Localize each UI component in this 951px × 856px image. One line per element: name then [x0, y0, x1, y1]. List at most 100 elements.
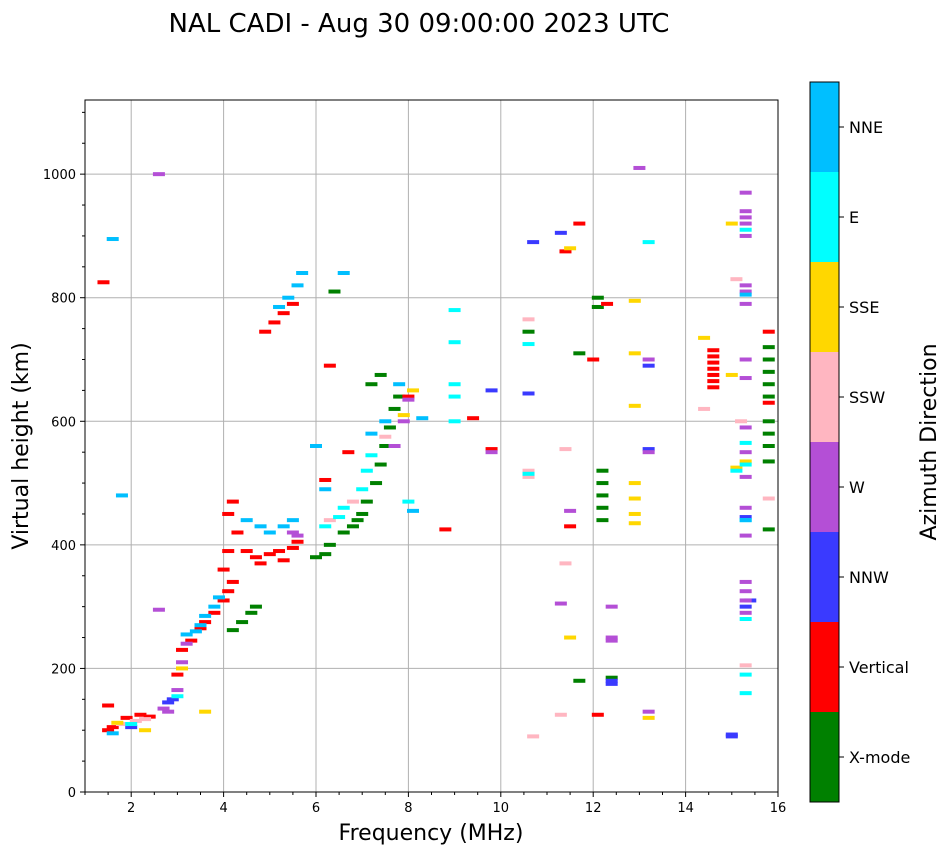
data-point	[730, 277, 743, 282]
data-point	[199, 709, 212, 714]
data-point	[365, 453, 378, 458]
data-point	[739, 610, 752, 615]
data-point	[337, 530, 350, 535]
data-point	[388, 444, 401, 448]
data-point	[199, 620, 212, 625]
data-point	[739, 221, 752, 226]
data-point	[226, 499, 239, 504]
colorbar-label: SSW	[849, 388, 885, 407]
data-point	[762, 329, 775, 334]
data-point	[707, 372, 720, 377]
data-point	[342, 450, 355, 455]
data-point	[762, 382, 775, 387]
data-point	[199, 613, 212, 618]
data-point	[448, 340, 461, 345]
data-point	[407, 388, 420, 393]
data-point	[467, 416, 480, 421]
data-point	[739, 425, 752, 430]
data-point	[102, 703, 115, 708]
data-point	[337, 271, 350, 275]
series-e	[125, 227, 752, 727]
data-point	[360, 499, 373, 504]
colorbar-segment	[810, 262, 839, 352]
data-point	[522, 329, 535, 334]
data-point	[762, 357, 775, 362]
colorbar-frame	[809, 81, 840, 803]
data-point	[559, 561, 572, 566]
colorbar-segment	[810, 622, 839, 712]
data-point	[698, 335, 711, 340]
data-point	[762, 394, 775, 399]
data-point	[254, 524, 267, 529]
data-marks	[97, 165, 775, 739]
data-point	[129, 718, 142, 723]
data-point	[139, 728, 152, 733]
data-point	[102, 728, 115, 733]
data-point	[240, 549, 253, 554]
data-point	[554, 712, 567, 717]
data-point	[226, 628, 239, 633]
data-point	[642, 715, 655, 720]
plot-frame	[84, 99, 779, 793]
data-point	[707, 379, 720, 384]
data-point	[346, 524, 359, 529]
data-point	[393, 394, 406, 399]
data-point	[522, 391, 535, 396]
data-point	[522, 474, 535, 479]
data-point	[277, 524, 290, 529]
data-point	[564, 246, 577, 251]
data-point	[176, 647, 189, 652]
series-sse	[111, 221, 752, 733]
data-point	[730, 465, 743, 470]
data-point	[596, 468, 609, 473]
data-point	[739, 505, 752, 510]
data-point	[226, 579, 239, 584]
data-point	[245, 610, 258, 615]
data-point	[143, 714, 156, 719]
data-point	[739, 598, 752, 603]
data-point	[139, 717, 152, 722]
x-tick-label: 10	[493, 801, 510, 816]
data-point	[735, 419, 748, 424]
data-point	[601, 301, 614, 306]
data-point	[739, 233, 752, 238]
y-axis-label: Virtual height (km)	[9, 342, 34, 549]
data-point	[448, 394, 461, 399]
data-point	[208, 610, 221, 615]
data-point	[739, 190, 752, 195]
data-point	[448, 308, 461, 313]
data-point	[286, 301, 299, 306]
data-point	[642, 709, 655, 714]
data-point	[739, 357, 752, 362]
data-point	[379, 419, 392, 424]
data-point	[282, 295, 295, 300]
data-point	[337, 505, 350, 510]
axes: 2 4 6 8 10 12 14 16 0 200 400 600 800 1000	[43, 99, 786, 816]
data-point	[176, 660, 189, 665]
data-point	[152, 172, 165, 177]
data-point	[379, 444, 392, 448]
data-point	[739, 604, 752, 609]
data-point	[573, 678, 586, 683]
data-point	[277, 311, 290, 316]
data-point	[236, 620, 249, 625]
data-point	[739, 533, 752, 538]
data-point	[273, 304, 286, 309]
data-point	[605, 681, 618, 686]
data-point	[397, 413, 410, 418]
data-point	[319, 477, 332, 482]
chart-title: NAL CADI - Aug 30 09:00:00 2023 UTC	[169, 9, 670, 39]
data-point	[739, 227, 752, 232]
data-point	[762, 496, 775, 501]
colorbar-segment	[810, 82, 839, 172]
series-x-mode	[226, 289, 775, 683]
data-point	[522, 468, 535, 473]
data-point	[402, 394, 415, 399]
grid-lines	[85, 100, 778, 792]
data-point	[208, 604, 221, 609]
colorbar-label: NNE	[849, 118, 883, 137]
data-point	[633, 165, 646, 170]
data-point	[559, 249, 572, 254]
series-nne	[106, 237, 752, 736]
